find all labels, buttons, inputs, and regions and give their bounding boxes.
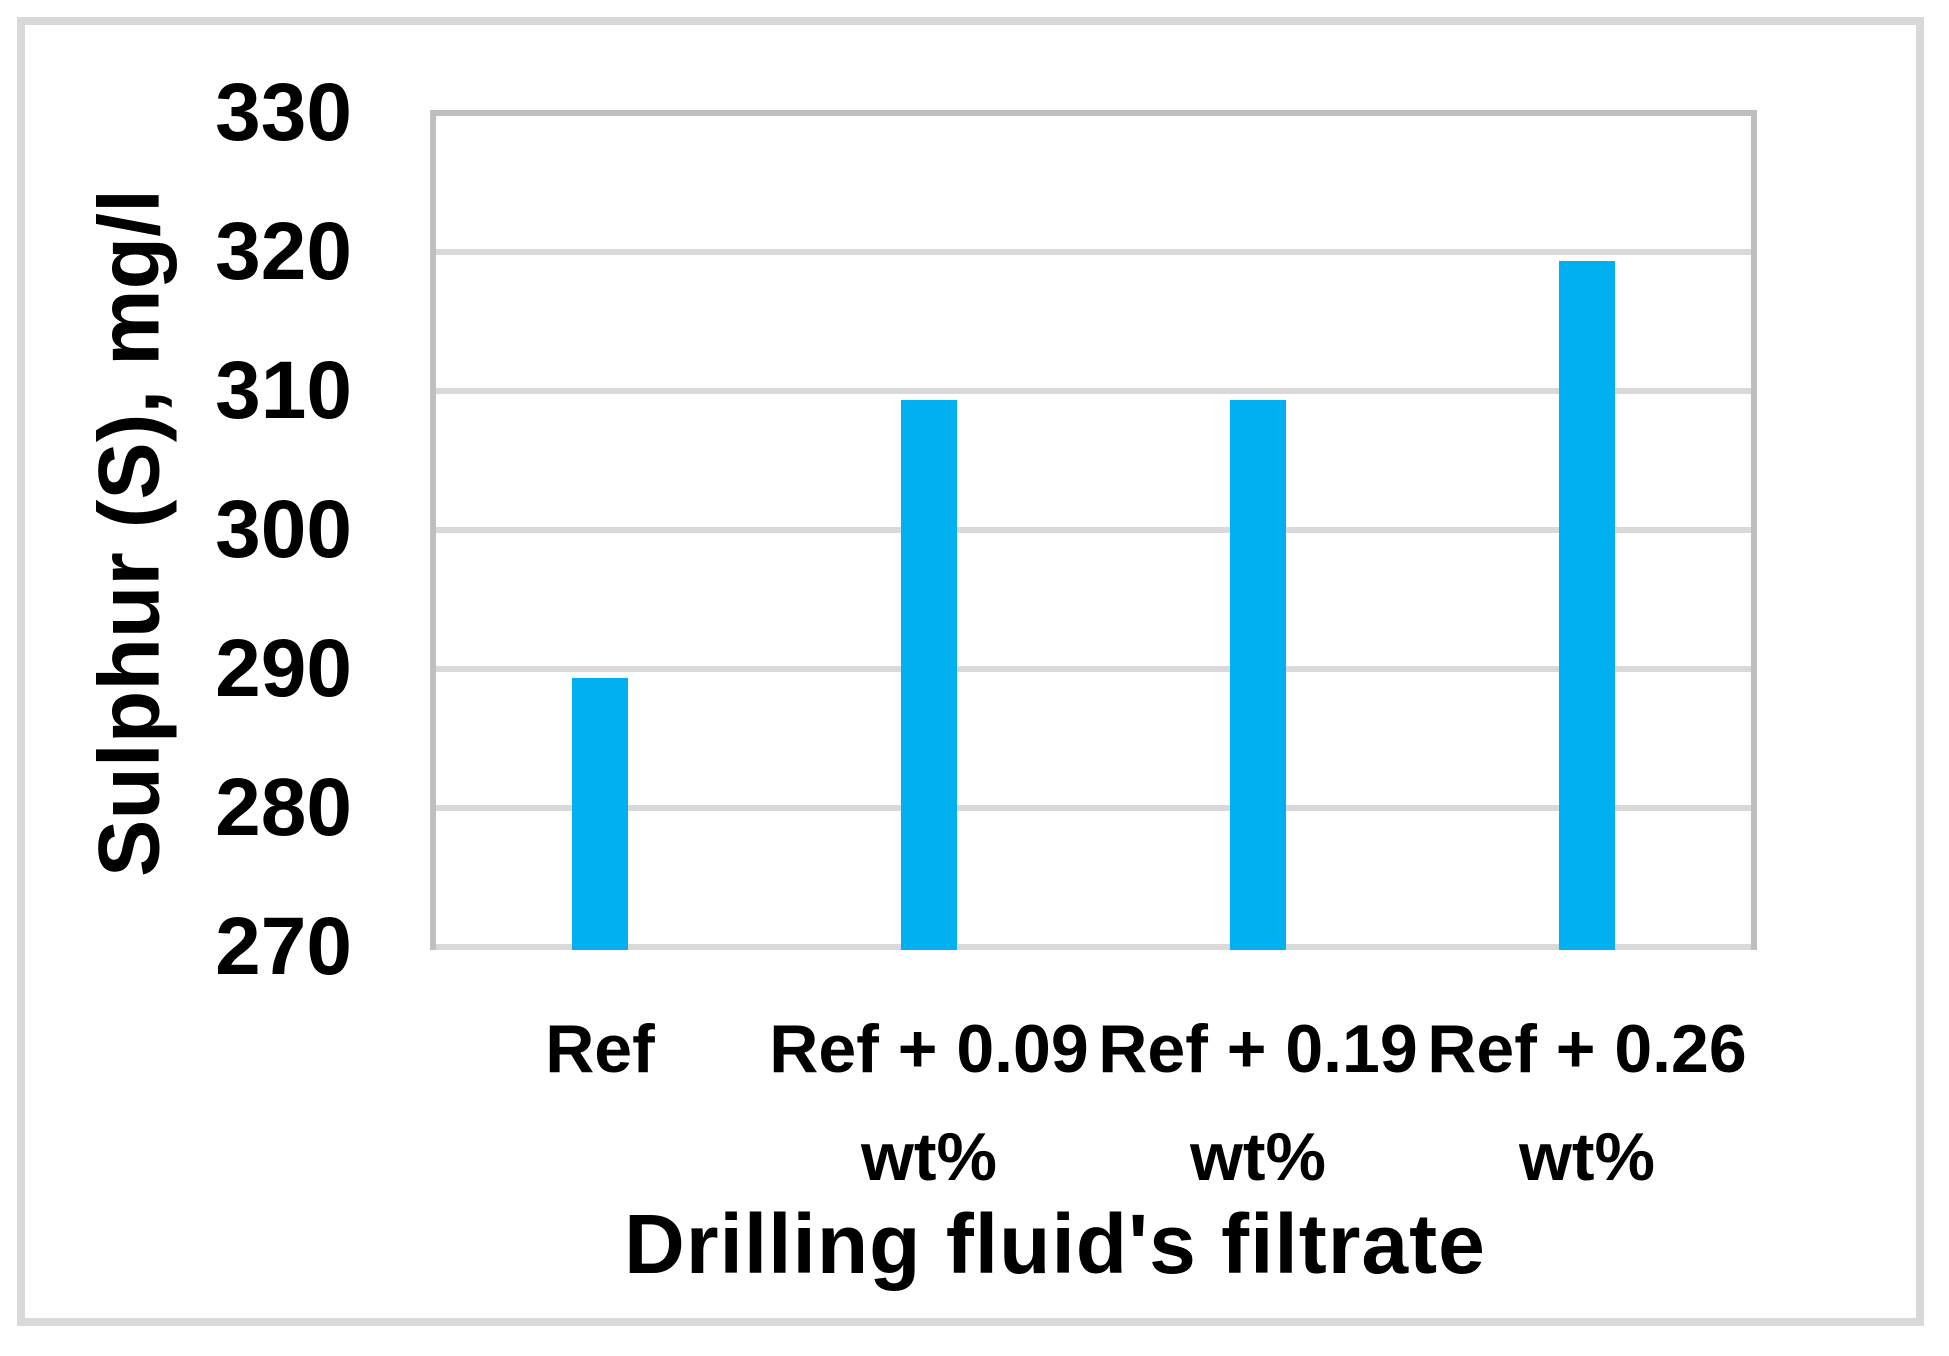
y-tick-label-290: 290: [215, 623, 352, 714]
x-tick-label-ref-0-19-wt-: Ref + 0.19 wt%: [1048, 995, 1468, 1211]
x-tick-label-line: Ref: [545, 1011, 655, 1087]
gridline-270: [436, 944, 1751, 950]
x-tick-label-line: wt%: [1190, 1119, 1326, 1195]
y-tick-label-280: 280: [215, 762, 352, 853]
bar-ref-0-26-wt-: [1559, 261, 1615, 950]
plot-area: [430, 110, 1757, 950]
y-tick-label-320: 320: [215, 206, 352, 297]
y-tick-label-330: 330: [215, 67, 352, 158]
x-axis-title: Drilling fluid's filtrate: [624, 1197, 1486, 1291]
gridline-290: [436, 666, 1751, 672]
gridline-280: [436, 805, 1751, 811]
x-tick-label-ref-0-09-wt-: Ref + 0.09 wt%: [719, 995, 1139, 1211]
x-tick-label-line: wt%: [861, 1119, 997, 1195]
x-tick-label-ref-0-26-wt-: Ref + 0.26 wt%: [1377, 995, 1797, 1211]
bar-ref-0-19-wt-: [1230, 400, 1286, 950]
bar-ref: [572, 678, 628, 950]
y-tick-label-310: 310: [215, 345, 352, 436]
x-tick-label-line: Ref + 0.26: [1427, 1011, 1747, 1087]
gridline-320: [436, 249, 1751, 255]
x-tick-label-line: wt%: [1519, 1119, 1655, 1195]
x-tick-label-line: Ref + 0.09: [769, 1011, 1089, 1087]
y-tick-label-300: 300: [215, 484, 352, 575]
gridline-310: [436, 388, 1751, 394]
gridline-300: [436, 527, 1751, 533]
chart-outer-frame: [17, 17, 1924, 1326]
x-tick-label-ref: Ref: [390, 995, 810, 1103]
x-tick-label-line: Ref + 0.19: [1098, 1011, 1418, 1087]
y-tick-label-270: 270: [215, 901, 352, 992]
bar-ref-0-09-wt-: [901, 400, 957, 950]
